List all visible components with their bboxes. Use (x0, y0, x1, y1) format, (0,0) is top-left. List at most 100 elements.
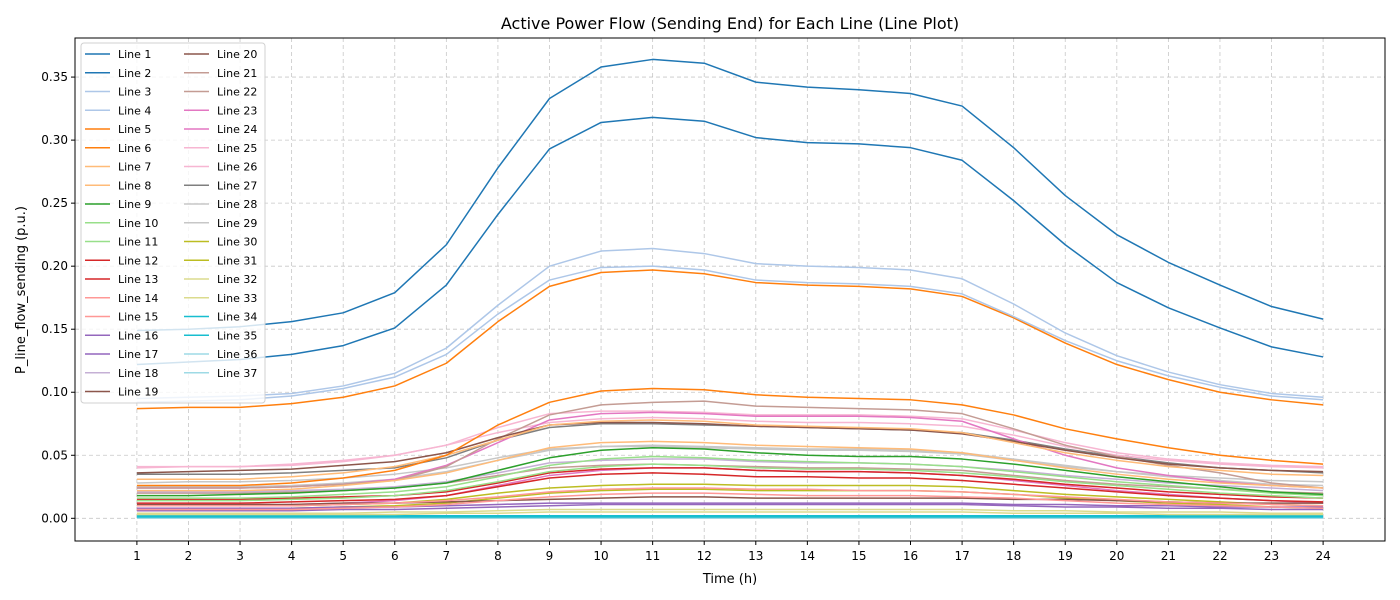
series-line-20 (136, 496, 1324, 506)
series-line-32 (136, 508, 1324, 515)
legend-label: Line 20 (217, 48, 257, 61)
legend-label: Line 26 (217, 161, 257, 174)
x-tick-label: 12 (697, 549, 712, 563)
x-tick-label: 1 (133, 549, 141, 563)
series-line-1 (136, 58, 1324, 332)
y-tick-label: 0.10 (41, 385, 68, 399)
y-axis: 0.00 0.05 0.10 0.15 0.20 0.25 0.30 0.35 (41, 70, 75, 525)
legend-label: Line 14 (118, 292, 158, 305)
plot-area-frame (74, 37, 1386, 542)
legend-label: Line 2 (118, 67, 151, 80)
series-line-18 (136, 458, 1324, 493)
legend: Line 1 Line 2 Line 3 Line 4 Line 5 Line 6 Line… (80, 42, 266, 404)
x-tick-label: 20 (1109, 549, 1124, 563)
legend-label: Line 3 (118, 86, 151, 99)
series-line-12 (136, 467, 1324, 501)
series-line-10 (136, 455, 1324, 499)
x-axis: 1 2 3 4 5 6 7 8 9 10 11 12 13 14 15 16 17 18 19 20 21 22 23 24 (133, 541, 1331, 563)
legend-label: Line 25 (217, 142, 257, 155)
x-tick-label: 24 (1315, 549, 1330, 563)
x-tick-label: 7 (443, 549, 451, 563)
legend-label: Line 30 (217, 236, 257, 249)
legend-label: Line 22 (217, 86, 257, 99)
legend-label: Line 33 (217, 292, 257, 305)
series-line-5 (136, 269, 1324, 410)
legend-label: Line 27 (217, 179, 257, 192)
x-tick-label: 11 (645, 549, 660, 563)
series-line-14 (136, 487, 1324, 507)
y-tick-label: 0.35 (41, 70, 68, 84)
legend-label: Line 28 (217, 198, 257, 211)
y-axis-title: P_line_flow_sending (p.u.) (14, 206, 29, 374)
legend-label: Line 1 (118, 48, 151, 61)
series-line-19 (136, 421, 1324, 474)
series-line-11 (136, 463, 1324, 502)
x-tick-label: 6 (391, 549, 399, 563)
series-line-6 (136, 387, 1324, 487)
x-tick-label: 19 (1058, 549, 1073, 563)
series-line-15 (136, 492, 1324, 511)
x-tick-label: 14 (800, 549, 815, 563)
legend-label: Line 21 (217, 67, 257, 80)
series-line-25 (136, 410, 1324, 468)
series-line-7 (136, 419, 1324, 480)
chart-title: Active Power Flow (Sending End) for Each… (501, 14, 959, 33)
legend-label: Line 17 (118, 348, 158, 361)
legend-label: Line 31 (217, 254, 257, 267)
legend-label: Line 12 (118, 254, 158, 267)
series-line-8 (136, 440, 1324, 492)
legend-label: Line 34 (217, 311, 257, 324)
x-tick-label: 23 (1264, 549, 1279, 563)
y-tick-label: 0.30 (41, 133, 68, 147)
legend-label: Line 24 (217, 123, 257, 136)
series-line-16 (136, 503, 1324, 512)
legend-label: Line 7 (118, 161, 151, 174)
series-line-26 (136, 416, 1324, 469)
x-tick-label: 13 (748, 549, 763, 563)
legend-label: Line 19 (118, 386, 158, 399)
y-tick-label: 0.15 (41, 322, 68, 336)
y-tick-label: 0.25 (41, 196, 68, 210)
x-tick-label: 16 (903, 549, 918, 563)
x-tick-label: 9 (546, 549, 554, 563)
x-tick-label: 10 (593, 549, 608, 563)
legend-frame (80, 42, 266, 404)
legend-label: Line 6 (118, 142, 151, 155)
legend-label: Line 4 (118, 104, 151, 117)
legend-label: Line 13 (118, 273, 158, 286)
series-line-17 (136, 502, 1324, 509)
legend-label: Line 5 (118, 123, 151, 136)
legend-label: Line 9 (118, 198, 151, 211)
x-tick-label: 18 (1006, 549, 1021, 563)
y-tick-label: 0.00 (41, 511, 68, 525)
y-tick-label: 0.05 (41, 448, 68, 462)
legend-label: Line 16 (118, 329, 158, 342)
x-tick-label: 15 (851, 549, 866, 563)
x-tick-label: 21 (1161, 549, 1176, 563)
legend-label: Line 23 (217, 104, 257, 117)
legend-label: Line 8 (118, 179, 151, 192)
legend-label: Line 29 (217, 217, 257, 230)
legend-label: Line 35 (217, 329, 257, 342)
legend-label: Line 10 (118, 217, 158, 230)
series-line-2 (136, 116, 1324, 366)
series-line-21 (136, 400, 1324, 489)
series-line-4 (136, 265, 1324, 404)
legend-label: Line 36 (217, 348, 257, 361)
series-line-13 (136, 472, 1324, 504)
x-tick-label: 3 (236, 549, 244, 563)
series-lines (136, 58, 1324, 520)
x-tick-label: 2 (185, 549, 193, 563)
legend-label: Line 37 (217, 367, 257, 380)
x-tick-label: 5 (339, 549, 347, 563)
legend-label: Line 15 (118, 311, 158, 324)
y-tick-label: 0.20 (41, 259, 68, 273)
x-tick-label: 8 (494, 549, 502, 563)
series-line-33 (136, 511, 1324, 516)
x-tick-label: 17 (954, 549, 969, 563)
x-axis-title: Time (h) (702, 572, 757, 587)
x-tick-label: 4 (288, 549, 296, 563)
x-tick-label: 22 (1212, 549, 1227, 563)
legend-label: Line 18 (118, 367, 158, 380)
